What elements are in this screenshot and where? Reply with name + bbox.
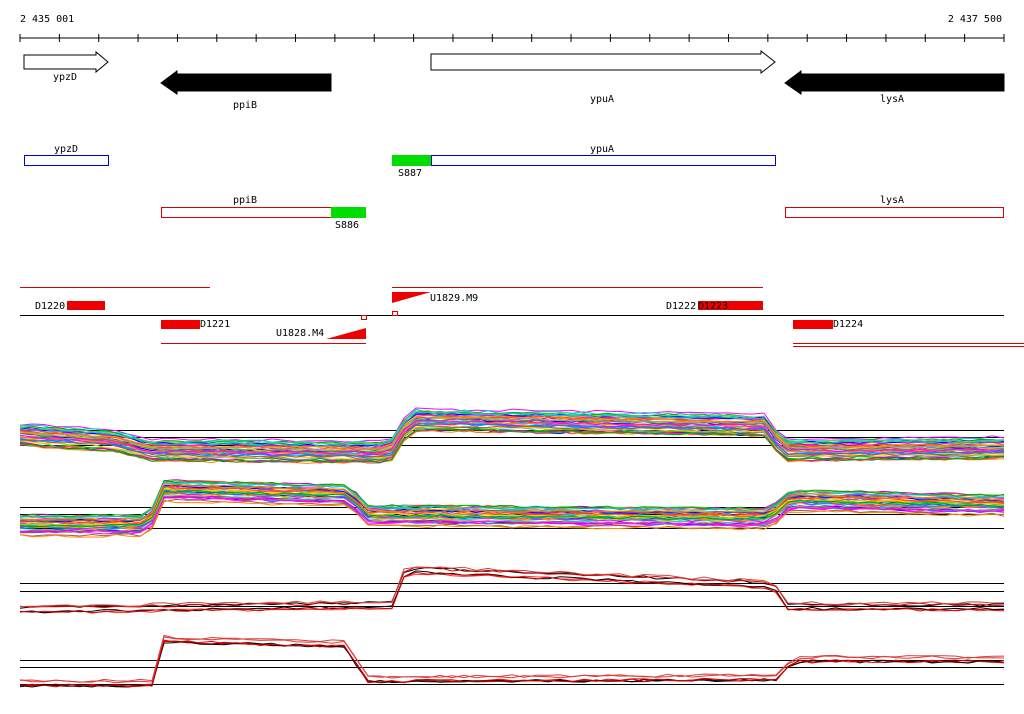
expression-trace [19,411,1005,447]
expression-trace [19,419,1005,455]
gene-label: ypuA [590,94,614,105]
operon-label: ypuA [590,144,614,155]
expression-trace [19,640,1005,688]
operon-box [785,207,1004,218]
expression-trace [19,421,1005,456]
expression-trace [19,566,1005,609]
ruler-end: 2 437 500 [948,14,1002,25]
operon-box [431,155,776,166]
feature-label: D1224 [833,319,863,330]
expression-trace [19,571,1005,614]
operon-label: lysA [880,195,904,206]
expression-trace [19,481,1005,519]
gene-arrow [430,49,776,75]
operon-box [24,155,109,166]
feature-label: D1220 [35,301,65,312]
gene-label: lysA [880,94,904,105]
feature-bar [161,320,200,329]
expression-trace [19,496,1005,534]
expression-trace [19,418,1005,453]
segment-label: S887 [398,168,422,179]
expression-trace [19,566,1005,609]
expression-trace [19,479,1005,518]
expression-trace [19,634,1005,683]
gene-arrow [160,70,332,95]
expression-trace [19,487,1005,526]
feature-tick [361,315,367,320]
segment-label: S886 [335,220,359,231]
feature-bar [698,301,763,310]
expression-trace [19,428,1004,464]
expression-trace [19,499,1005,538]
expression-trace [19,566,1005,608]
gene-label: ppiB [233,100,257,111]
expression-trace [19,490,1005,528]
operon-label: ypzD [54,144,78,155]
feature-lines [20,287,1024,347]
expression-trace [19,639,1005,688]
feature-bar [793,320,833,329]
operon-label: ppiB [233,195,257,206]
gene-label: ypzD [53,72,77,83]
expression-trace [19,424,1005,459]
expression-trace [19,636,1005,684]
feature-label: U1828.M4 [276,328,324,339]
feature-label: U1829.M9 [430,293,478,304]
gene-arrow [23,50,109,74]
gene-arrow [784,70,1005,95]
feature-tick [392,311,398,316]
feature-triangle [392,292,431,303]
feature-label: D1222 [666,301,696,312]
feature-triangle [326,328,366,339]
operon-box [161,207,332,218]
expression-trace [19,415,1005,450]
ruler-start: 2 435 001 [20,14,74,25]
segment-box [331,207,366,218]
segment-box [392,155,431,166]
feature-label: D1223 [698,301,728,312]
expression-panels [19,407,1005,688]
feature-bar [67,301,105,310]
expression-trace [19,416,1005,452]
expression-trace [19,482,1005,522]
feature-label: D1221 [200,319,230,330]
expression-trace [19,407,1005,443]
